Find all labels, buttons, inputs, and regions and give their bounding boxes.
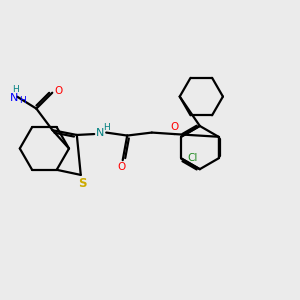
Text: O: O [170, 122, 178, 132]
Text: S: S [78, 177, 86, 190]
Text: H: H [103, 123, 110, 132]
Text: N: N [10, 93, 18, 103]
Text: H: H [12, 85, 19, 94]
Text: Cl: Cl [187, 153, 198, 164]
Text: N: N [96, 128, 104, 138]
Text: H: H [19, 96, 26, 105]
Text: O: O [117, 162, 125, 172]
Text: O: O [55, 86, 63, 96]
